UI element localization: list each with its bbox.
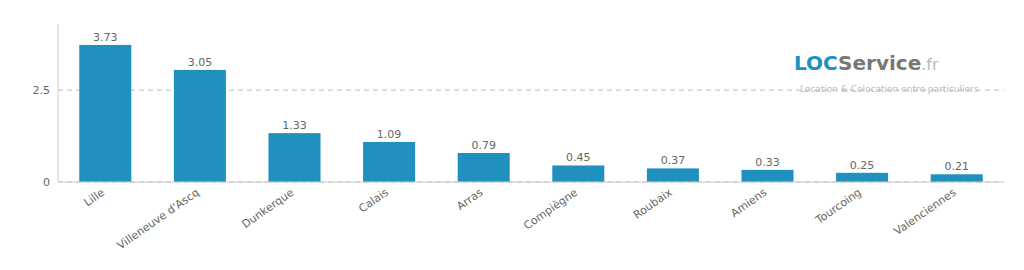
data-label: 0.79 [471, 139, 496, 152]
data-label: 3.73 [93, 31, 118, 44]
bar [552, 165, 604, 182]
x-tick-label: Arras [454, 186, 485, 213]
bar [647, 168, 699, 182]
y-tick-label: 2.5 [33, 84, 51, 97]
bar [363, 142, 415, 182]
data-label: 0.21 [944, 160, 969, 173]
data-label: 0.25 [850, 159, 875, 172]
bar [741, 170, 793, 182]
data-label: 0.37 [661, 154, 686, 167]
chart-container: 3.73 3.05 1.33 1.09 0.79 0.45 0.37 0.33 0.25 0.21… [0, 0, 1024, 270]
data-label: 1.09 [377, 128, 402, 141]
x-axis-line [58, 182, 1004, 183]
data-labels: 3.73 3.05 1.33 1.09 0.79 0.45 0.37 0.33 0.25 0.21 [93, 31, 969, 173]
logo-part: Service [838, 51, 921, 75]
y-tick-labels: 02.5 [33, 84, 51, 189]
bar [931, 174, 983, 182]
x-tick-label: Villeneuve d'Ascq [115, 186, 202, 252]
x-tick-label: Calais [356, 186, 391, 216]
data-label: 3.05 [188, 56, 213, 69]
x-tick-label: Dunkerque [239, 186, 296, 231]
bar [174, 70, 226, 182]
annotations: LOCService.fr Location & Colocation entre… [794, 51, 979, 94]
grid-line [58, 182, 1004, 183]
bar [458, 153, 510, 182]
data-label: 0.45 [566, 151, 591, 164]
bar [79, 45, 131, 182]
data-label: 1.33 [282, 119, 307, 132]
bar [836, 173, 888, 182]
x-tick-label: Lille [81, 186, 107, 209]
bar [268, 133, 320, 182]
y-tick-label: 0 [43, 176, 50, 189]
logo-part: LOC [794, 51, 838, 75]
bars [79, 45, 982, 182]
x-tick-label: Amiens [728, 186, 769, 220]
chart: 3.73 3.05 1.33 1.09 0.79 0.45 0.37 0.33 0.25 0.21… [0, 0, 1024, 270]
x-tick-label: Tourcoing [812, 186, 863, 227]
x-tick-label: Valenciennes [892, 186, 959, 238]
x-tick-label: Compiègne [521, 186, 580, 233]
logo-part: .fr [921, 55, 939, 74]
logo: LOCService.fr [794, 51, 939, 75]
x-tick-labels: Lille Villeneuve d'Ascq Dunkerque Calais Arr… [81, 186, 958, 253]
x-tick-label: Roubaix [631, 186, 675, 222]
data-label: 0.33 [755, 156, 780, 169]
logo-subtitle: Location & Colocation entre particuliers [800, 84, 979, 94]
y-axis-line [58, 24, 59, 182]
